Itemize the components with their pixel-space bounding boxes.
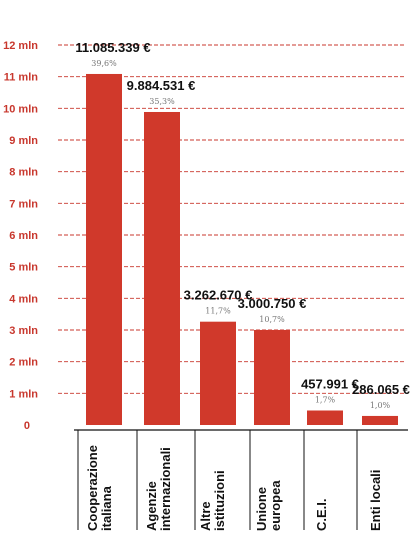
category-labels: Cooperazione italiana Agenzie internazional… bbox=[85, 445, 383, 531]
value-label: 457.991 € bbox=[301, 376, 359, 391]
category-label: Altre bbox=[198, 501, 213, 531]
percent-label: 11,7% bbox=[205, 307, 231, 316]
y-tick-label: 7 mln bbox=[9, 198, 38, 210]
value-label: 286.065 € bbox=[352, 382, 410, 397]
percent-label: 1,0% bbox=[370, 401, 391, 410]
y-tick-label: 1 mln bbox=[9, 388, 38, 400]
percent-label: 35,3% bbox=[149, 97, 175, 106]
category-label: europea bbox=[268, 480, 283, 531]
category-label: italiana bbox=[99, 485, 114, 531]
category-label: istituzioni bbox=[212, 470, 227, 531]
category-label: Agenzie bbox=[144, 481, 159, 531]
y-tick-label: 4 mln bbox=[9, 293, 38, 305]
y-tick-label: 9 mln bbox=[9, 135, 38, 147]
y-tick-label: 11 mln bbox=[4, 72, 39, 84]
percent-label: 1,7% bbox=[315, 395, 336, 404]
value-label: 9.884.531 € bbox=[127, 78, 196, 93]
y-tick-label: 5 mln bbox=[9, 262, 38, 274]
value-label: 11.085.339 € bbox=[75, 40, 150, 55]
bar bbox=[362, 415, 398, 425]
y-axis-tick-labels: 0 1 mln 2 mln 3 mln 4 mln 5 mln 6 mln 7 mln 8 ml… bbox=[3, 40, 38, 432]
category-label: Cooperazione bbox=[85, 445, 100, 531]
y-tick-label: 10 mln bbox=[3, 103, 38, 115]
category-label: internazionali bbox=[158, 447, 173, 531]
percent-label: 39,6% bbox=[91, 59, 117, 68]
value-label: 3.000.750 € bbox=[238, 296, 307, 311]
bar bbox=[307, 410, 343, 425]
category-label: C.E.I. bbox=[314, 498, 329, 531]
y-tick-label: 3 mln bbox=[9, 325, 38, 337]
y-tick-label: 0 bbox=[24, 420, 30, 432]
percent-label: 10,7% bbox=[259, 315, 285, 324]
y-tick-label: 8 mln bbox=[9, 167, 38, 179]
bars bbox=[86, 73, 398, 425]
bar bbox=[200, 321, 236, 425]
bar bbox=[144, 111, 180, 425]
y-tick-label: 12 mln bbox=[3, 40, 38, 52]
y-tick-label: 6 mln bbox=[9, 230, 38, 242]
bar bbox=[254, 329, 290, 425]
value-labels: 11.085.339 € 9.884.531 € 3.262.670 €3.000.… bbox=[75, 40, 410, 397]
value-label: 3.262.670 € bbox=[184, 288, 253, 303]
baseline bbox=[74, 429, 408, 530]
category-label: Enti locali bbox=[368, 470, 383, 531]
y-tick-label: 2 mln bbox=[9, 357, 38, 369]
bar bbox=[86, 73, 122, 425]
category-label: Unione bbox=[254, 487, 269, 531]
percent-labels: 39,6% 35,3% 11,7% 10,7% 1,7% 1,0% bbox=[91, 59, 390, 410]
